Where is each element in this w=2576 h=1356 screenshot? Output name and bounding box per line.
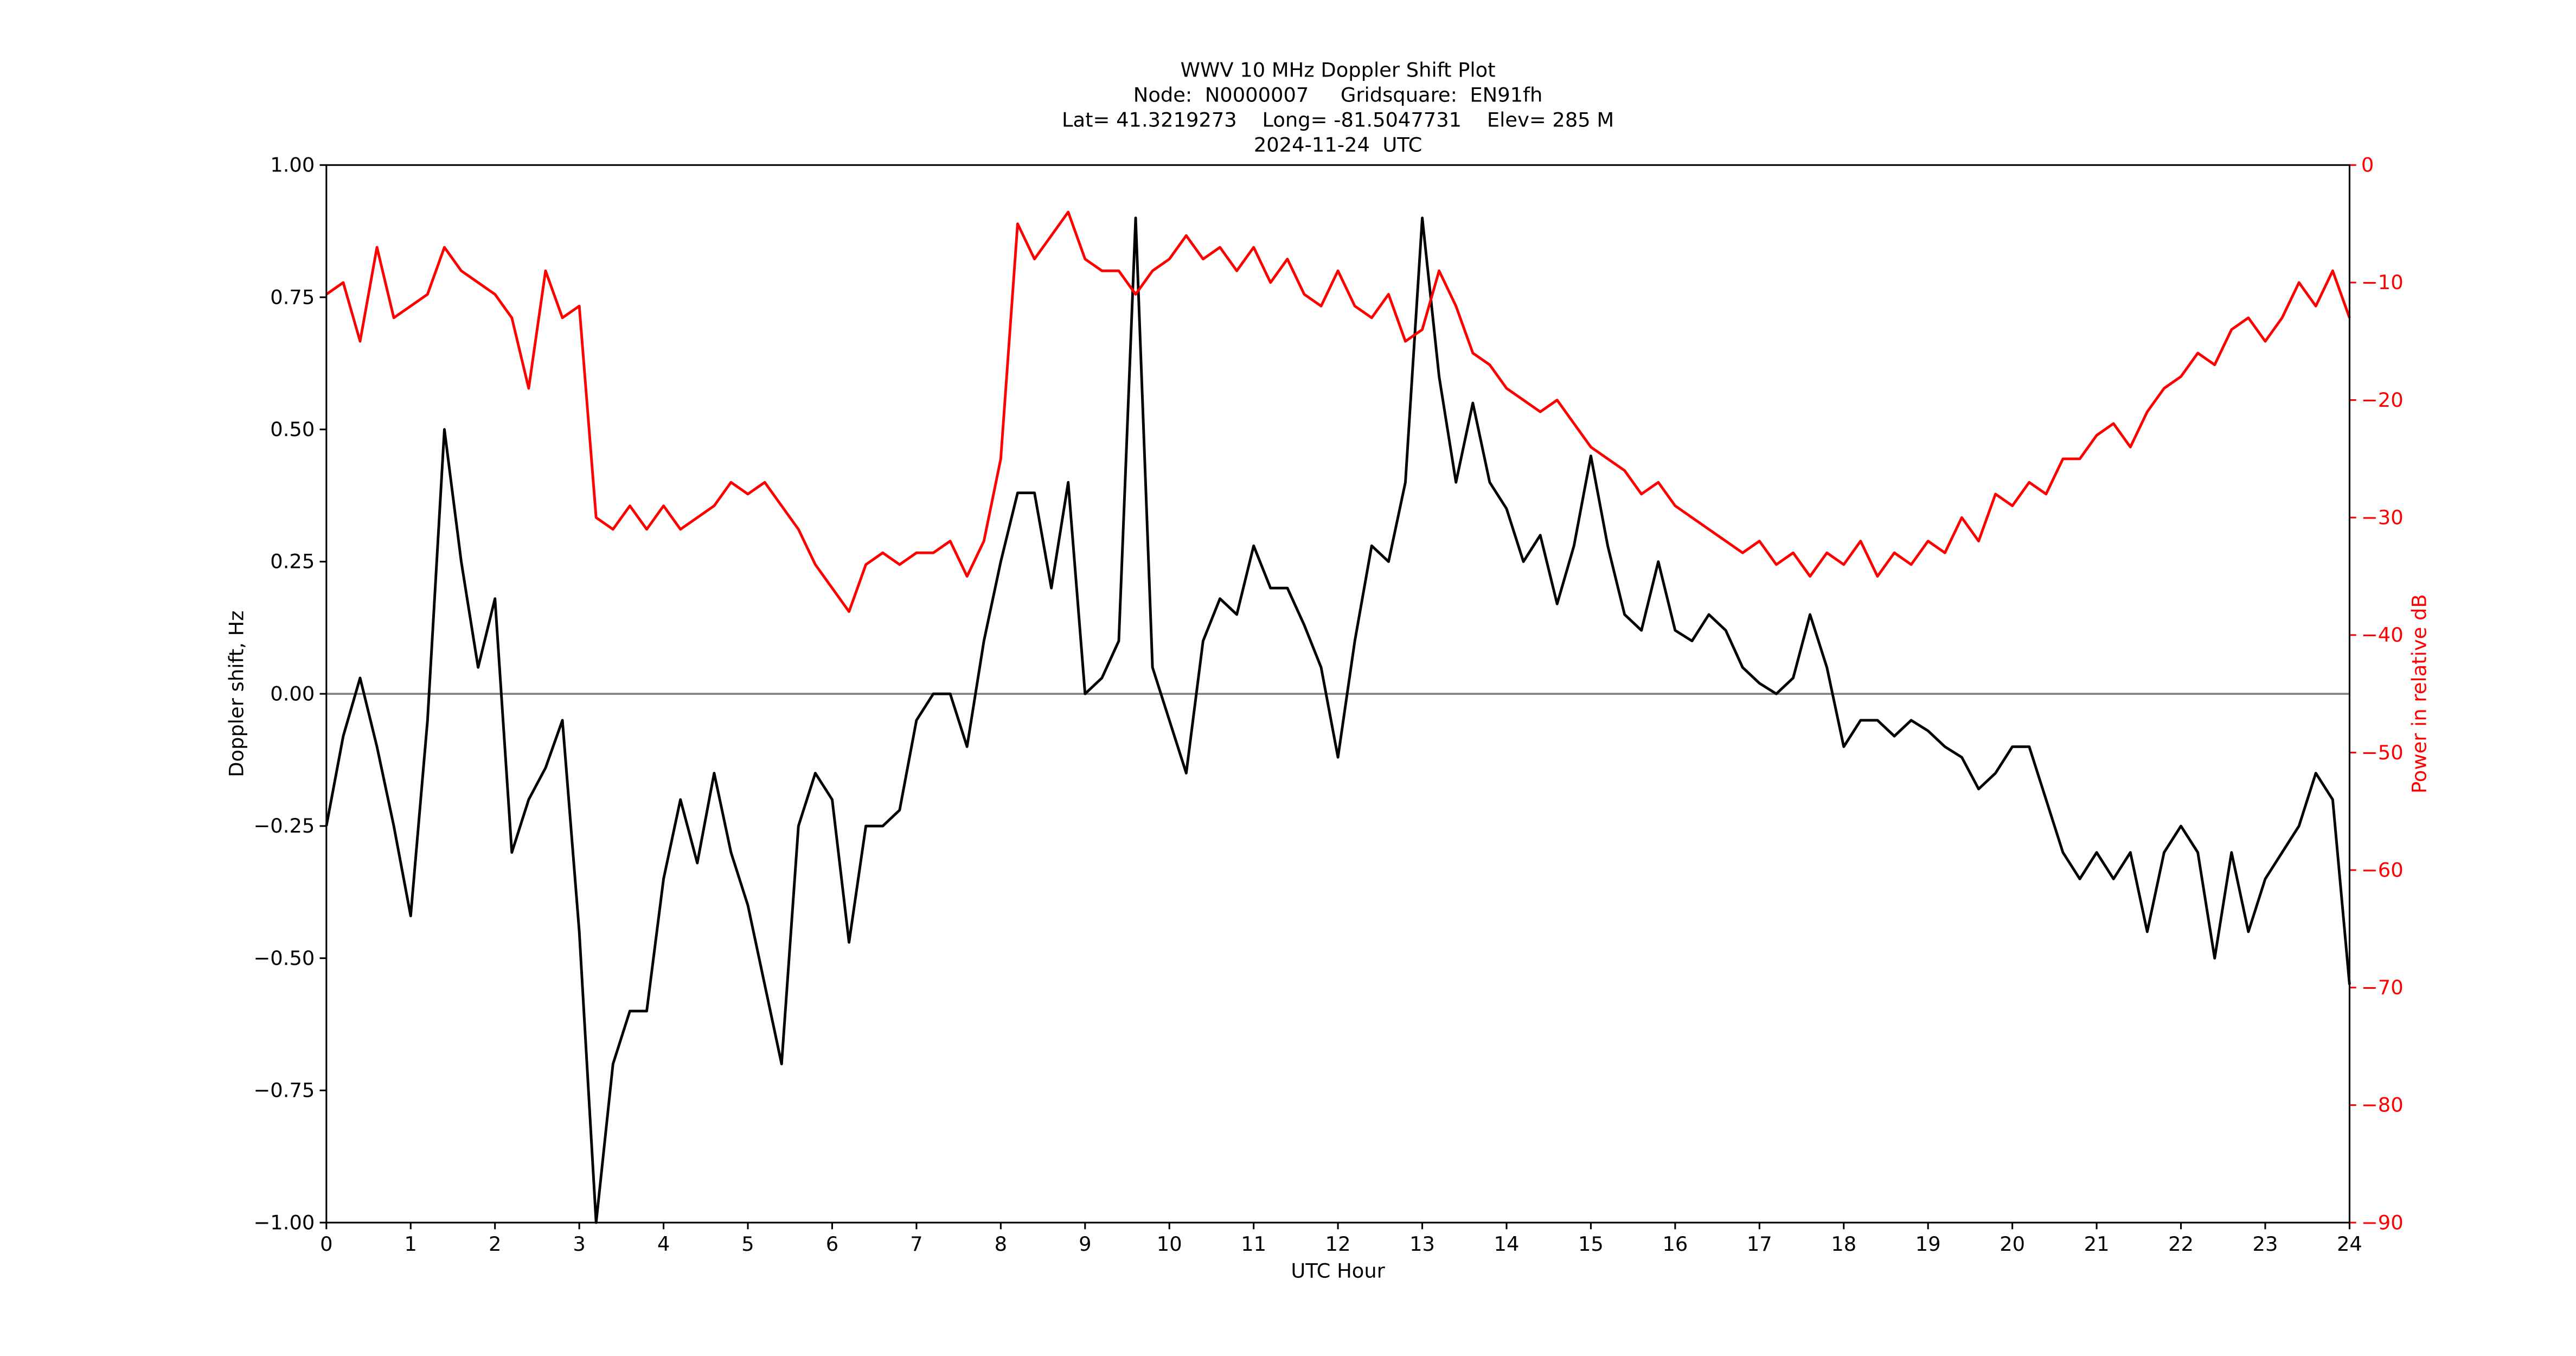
y2-tick-label: 0 bbox=[2361, 153, 2374, 177]
chart-title: 2024-11-24 UTC bbox=[1254, 133, 1422, 157]
x-tick-label: 4 bbox=[657, 1232, 670, 1256]
chart-title: WWV 10 MHz Doppler Shift Plot bbox=[1181, 59, 1496, 82]
y2-tick-label: −70 bbox=[2361, 976, 2404, 999]
x-tick-label: 13 bbox=[1409, 1232, 1435, 1256]
y-tick-label: −0.25 bbox=[253, 814, 315, 837]
x-tick-label: 19 bbox=[1915, 1232, 1941, 1256]
y-axis-label: Doppler shift, Hz bbox=[225, 610, 248, 777]
plot-frame bbox=[325, 164, 2350, 1224]
x-tick-label: 16 bbox=[1662, 1232, 1688, 1256]
y-tick-label: −1.00 bbox=[253, 1211, 315, 1234]
y-tick-label: −0.50 bbox=[253, 946, 315, 970]
x-tick-label: 10 bbox=[1157, 1232, 1182, 1256]
y-tick-label: 0.50 bbox=[270, 418, 315, 441]
y-tick-label: 1.00 bbox=[270, 153, 315, 177]
x-tick-label: 14 bbox=[1494, 1232, 1520, 1256]
chart-title: Node: N0000007 Gridsquare: EN91fh bbox=[1133, 84, 1543, 107]
x-tick-label: 6 bbox=[826, 1232, 838, 1256]
y-tick-label: 0.75 bbox=[270, 285, 315, 309]
x-tick-label: 17 bbox=[1747, 1232, 1772, 1256]
x-tick-label: 22 bbox=[2168, 1232, 2194, 1256]
x-tick-label: 7 bbox=[910, 1232, 922, 1256]
y-tick-label: 0.00 bbox=[270, 682, 315, 705]
y2-axis-label: Power in relative dB bbox=[2408, 594, 2431, 794]
x-tick-label: 12 bbox=[1325, 1232, 1351, 1256]
x-tick-label: 5 bbox=[741, 1232, 754, 1256]
x-axis-label: UTC Hour bbox=[1291, 1259, 1385, 1282]
x-tick-label: 2 bbox=[489, 1232, 501, 1256]
x-tick-label: 11 bbox=[1241, 1232, 1266, 1256]
y2-tick-label: −30 bbox=[2361, 506, 2404, 529]
x-tick-label: 23 bbox=[2253, 1232, 2278, 1256]
x-tick-label: 1 bbox=[405, 1232, 417, 1256]
y2-tick-label: −40 bbox=[2361, 623, 2404, 647]
x-tick-label: 9 bbox=[1079, 1232, 1091, 1256]
y2-tick-label: −10 bbox=[2361, 271, 2404, 294]
x-tick-label: 0 bbox=[320, 1232, 332, 1256]
x-tick-label: 3 bbox=[573, 1232, 585, 1256]
x-tick-label: 24 bbox=[2337, 1232, 2362, 1256]
y2-tick-label: −20 bbox=[2361, 388, 2404, 412]
data-line bbox=[325, 210, 2351, 613]
y2-tick-label: −90 bbox=[2361, 1211, 2404, 1234]
y-tick-label: 0.25 bbox=[270, 550, 315, 573]
x-tick-label: 8 bbox=[995, 1232, 1007, 1256]
x-tick-label: 15 bbox=[1578, 1232, 1604, 1256]
x-tick-label: 18 bbox=[1831, 1232, 1856, 1256]
chart-title: Lat= 41.3219273 Long= -81.5047731 Elev= … bbox=[1062, 108, 1614, 132]
y2-tick-label: −50 bbox=[2361, 741, 2404, 764]
x-tick-label: 21 bbox=[2084, 1232, 2110, 1256]
data-line bbox=[325, 216, 2351, 1224]
y-tick-label: −0.75 bbox=[253, 1079, 315, 1102]
y2-tick-label: −60 bbox=[2361, 858, 2404, 881]
y2-tick-label: −80 bbox=[2361, 1093, 2404, 1117]
x-tick-label: 20 bbox=[2000, 1232, 2025, 1256]
